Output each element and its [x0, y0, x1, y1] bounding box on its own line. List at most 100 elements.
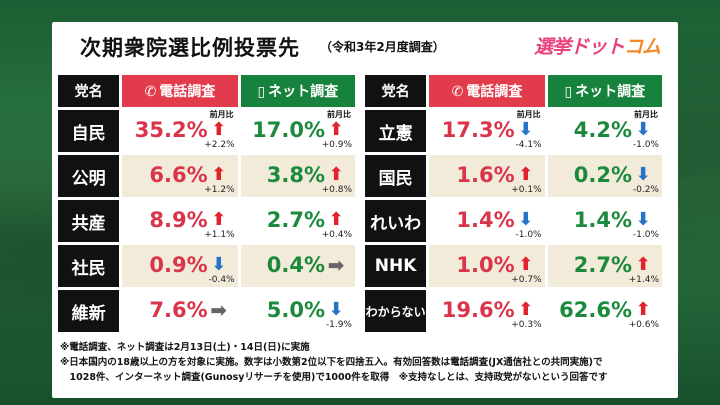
phone-value-cell: 前月比 17.3% ⬇ -4.1%: [426, 110, 545, 152]
net-delta: -1.9%: [325, 320, 352, 330]
net-value-cell: 3.8% ⬆ +0.8%: [237, 155, 355, 197]
party-name: わからない: [365, 290, 427, 332]
prev-month-label: 前月比: [209, 110, 234, 119]
results-table-right: 党名 ✆ 電話調査 ▯ ネット調査 立憲 前月比 17.3% ⬇ -4.1% 前月比 4.2% ⬇…: [365, 72, 662, 335]
page-title: 次期衆院選比例投票先: [80, 36, 300, 60]
net-delta: +0.8%: [321, 185, 352, 195]
column-header-net: ▯ ネット調査: [544, 75, 662, 107]
phone-percentage: 7.6%: [149, 298, 208, 322]
column-header-net-label: ネット調査: [575, 84, 646, 100]
phone-cell-wrap: 7.6% ➡: [122, 290, 237, 332]
phone-value-cell: 1.4% ⬇ -1.0%: [426, 200, 545, 242]
phone-delta: +2.2%: [204, 140, 235, 150]
brand-logo: 選挙ドットコム: [533, 32, 661, 59]
net-value-cell: 前月比 17.0% ⬆ +0.9%: [237, 110, 355, 152]
column-header-phone: ✆ 電話調査: [426, 75, 545, 107]
phone-cell-wrap: 8.9% ⬆ +1.1%: [122, 200, 237, 242]
arrow-down-icon: ⬇: [328, 299, 344, 320]
net-delta: +1.4%: [628, 275, 659, 285]
arrow-up-icon: ⬆: [211, 119, 227, 140]
phone-cell-wrap: 1.0% ⬆ +0.7%: [429, 245, 544, 287]
net-percentage: 0.4%: [266, 253, 325, 277]
phone-percentage: 8.9%: [149, 208, 208, 232]
arrow-up-icon: ⬆: [328, 164, 344, 185]
arrow-up-icon: ⬆: [518, 254, 534, 275]
footnotes: ※電話調査、ネット調査は2月13日(土)・14日(日)に実施 ※日本国内の18歳…: [60, 340, 672, 385]
net-value-cell: 2.7% ⬆ +0.4%: [237, 200, 355, 242]
phone-icon: ✆: [144, 84, 157, 100]
party-name: 国民: [365, 155, 427, 197]
net-cell-wrap: 0.4% ➡: [241, 245, 355, 287]
party-name: NHK: [365, 245, 427, 287]
table-row: れいわ 1.4% ⬇ -1.0% 1.4% ⬇ -1.0%: [365, 200, 662, 242]
net-value-cell: 0.4% ➡: [237, 245, 355, 287]
column-header-net-label: ネット調査: [268, 84, 339, 100]
header: 次期衆院選比例投票先 （令和3年2月度調査） 選挙ドットコム: [52, 22, 678, 66]
column-header-phone-label: 電話調査: [159, 84, 216, 100]
net-delta: -1.0%: [632, 140, 659, 150]
party-name: 自民: [58, 110, 120, 152]
table-row: 国民 1.6% ⬆ +0.1% 0.2% ⬇ -0.2%: [365, 155, 662, 197]
phone-delta: +1.1%: [204, 230, 235, 240]
column-header-net: ▯ ネット調査: [237, 75, 355, 107]
table-row: 立憲 前月比 17.3% ⬇ -4.1% 前月比 4.2% ⬇ -1.0%: [365, 110, 662, 152]
prev-month-label: 前月比: [634, 110, 658, 119]
party-name: れいわ: [365, 200, 427, 242]
column-header-party: 党名: [365, 75, 427, 107]
net-percentage: 0.2%: [573, 163, 632, 187]
net-delta: +0.9%: [321, 140, 352, 150]
phone-value-cell: 1.6% ⬆ +0.1%: [426, 155, 545, 197]
column-header-phone-label: 電話調査: [466, 84, 523, 100]
phone-cell-wrap: 1.6% ⬆ +0.1%: [429, 155, 544, 197]
phone-value-cell: 7.6% ➡: [119, 290, 238, 332]
logo-main: 選挙ドット: [533, 36, 625, 58]
phone-cell-wrap: 19.6% ⬆ +0.3%: [429, 290, 544, 332]
phone-icon: ✆: [451, 84, 464, 100]
net-value-cell: 0.2% ⬇ -0.2%: [544, 155, 662, 197]
column-header-party: 党名: [58, 75, 120, 107]
phone-delta: -0.4%: [208, 275, 235, 285]
phone-percentage: 17.3%: [441, 118, 515, 142]
logo-sub: コム: [623, 36, 661, 58]
net-cell-wrap: 前月比 4.2% ⬇ -1.0%: [548, 110, 662, 152]
arrow-down-icon: ⬇: [518, 119, 534, 140]
phone-cell-wrap: 1.4% ⬇ -1.0%: [429, 200, 544, 242]
net-percentage: 2.7%: [266, 208, 325, 232]
arrow-right-icon: ➡: [327, 253, 345, 277]
phone-percentage: 19.6%: [441, 298, 515, 322]
net-percentage: 3.8%: [266, 163, 325, 187]
party-name: 社民: [58, 245, 120, 287]
phone-percentage: 6.6%: [149, 163, 208, 187]
arrow-up-icon: ⬆: [328, 209, 344, 230]
phone-value-cell: 19.6% ⬆ +0.3%: [426, 290, 545, 332]
net-value-cell: 前月比 4.2% ⬇ -1.0%: [544, 110, 662, 152]
arrow-up-icon: ⬆: [211, 209, 227, 230]
net-delta: +0.6%: [628, 320, 659, 330]
arrow-up-icon: ⬆: [518, 299, 534, 320]
net-value-cell: 62.6% ⬆ +0.6%: [544, 290, 662, 332]
net-cell-wrap: 5.0% ⬇ -1.9%: [241, 290, 355, 332]
phone-value-cell: 0.9% ⬇ -0.4%: [119, 245, 238, 287]
page-subtitle: （令和3年2月度調査）: [320, 40, 445, 54]
net-cell-wrap: 2.7% ⬆ +1.4%: [548, 245, 662, 287]
phone-cell-wrap: 前月比 17.3% ⬇ -4.1%: [429, 110, 544, 152]
arrow-down-icon: ⬇: [635, 164, 651, 185]
party-name: 維新: [58, 290, 120, 332]
column-header-phone: ✆ 電話調査: [119, 75, 238, 107]
table-row: NHK 1.0% ⬆ +0.7% 2.7% ⬆ +1.4%: [365, 245, 662, 287]
phone-percentage: 1.4%: [456, 208, 515, 232]
arrow-down-icon: ⬇: [211, 254, 227, 275]
net-percentage: 5.0%: [266, 298, 325, 322]
phone-percentage: 0.9%: [149, 253, 208, 277]
phone-percentage: 35.2%: [134, 118, 208, 142]
smartphone-icon: ▯: [257, 84, 266, 100]
net-cell-wrap: 3.8% ⬆ +0.8%: [241, 155, 355, 197]
footnote: 1028件、インターネット調査(Gunosyリサーチを使用)で1000件を取得 …: [60, 372, 608, 383]
net-percentage: 2.7%: [573, 253, 632, 277]
chart-card: 次期衆院選比例投票先 （令和3年2月度調査） 選挙ドットコム 党名 ✆ 電話調査 …: [52, 22, 678, 398]
arrow-up-icon: ⬆: [518, 164, 534, 185]
phone-value-cell: 6.6% ⬆ +1.2%: [119, 155, 238, 197]
party-name: 立憲: [365, 110, 427, 152]
phone-delta: -1.0%: [515, 230, 542, 240]
net-value-cell: 2.7% ⬆ +1.4%: [544, 245, 662, 287]
